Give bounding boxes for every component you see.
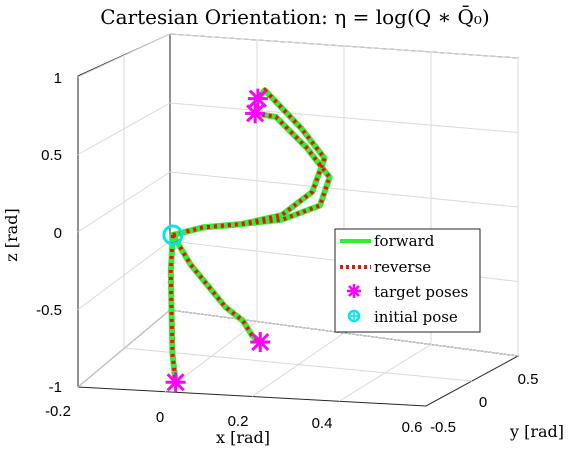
legend-target-label: target poses	[374, 283, 468, 301]
y-axis-label: y [rad]	[509, 422, 564, 441]
legend-initial-label: initial pose	[374, 308, 458, 326]
target-pose-marker	[247, 88, 268, 109]
grid	[77, 33, 519, 402]
reverse-line-0	[168, 234, 178, 383]
tick-labels: -1 -0.5 0 0.5 1 -0.2 0 0.2 0.4 0.6 -0.5 …	[36, 70, 538, 436]
x-axis-label: x [rad]	[216, 428, 270, 447]
z-axis-label: z [rad]	[2, 208, 21, 261]
legend: forward reverse target poses initial pos…	[334, 228, 481, 333]
y-tick-label: -0.5	[430, 419, 456, 436]
legend-target-swatch	[347, 284, 361, 298]
target-pose-marker	[245, 103, 266, 124]
x-tick-label: 0.4	[312, 415, 333, 432]
legend-forward-label: forward	[374, 232, 435, 250]
x-tick-label: 0.6	[402, 419, 423, 436]
z-tick-label: -1	[49, 379, 62, 396]
forward-line-1	[169, 232, 264, 345]
z-tick-label: 1	[54, 70, 62, 87]
y-tick-label: 0.5	[518, 371, 539, 388]
plot-area	[162, 87, 333, 393]
reverse-line-3	[172, 111, 332, 237]
y-tick-label: 0	[479, 394, 487, 411]
x-tick-label: 0	[156, 409, 164, 426]
grid-line	[123, 347, 473, 382]
x-tick-label: 0.2	[228, 413, 249, 430]
target-pose-marker	[165, 372, 186, 393]
x-tick-label: -0.2	[45, 403, 71, 420]
z-tick-label: 0.5	[41, 147, 62, 164]
target-pose-marker	[250, 332, 271, 352]
legend-initial-swatch	[347, 309, 361, 323]
z-tick-label: -0.5	[36, 302, 62, 319]
chart-title: Cartesian Orientation: η = log(Q ∗ Q̄₀)	[100, 4, 489, 29]
z-tick-label: 0	[54, 225, 62, 242]
initial-pose-marker	[162, 224, 184, 246]
legend-reverse-label: reverse	[374, 258, 431, 276]
